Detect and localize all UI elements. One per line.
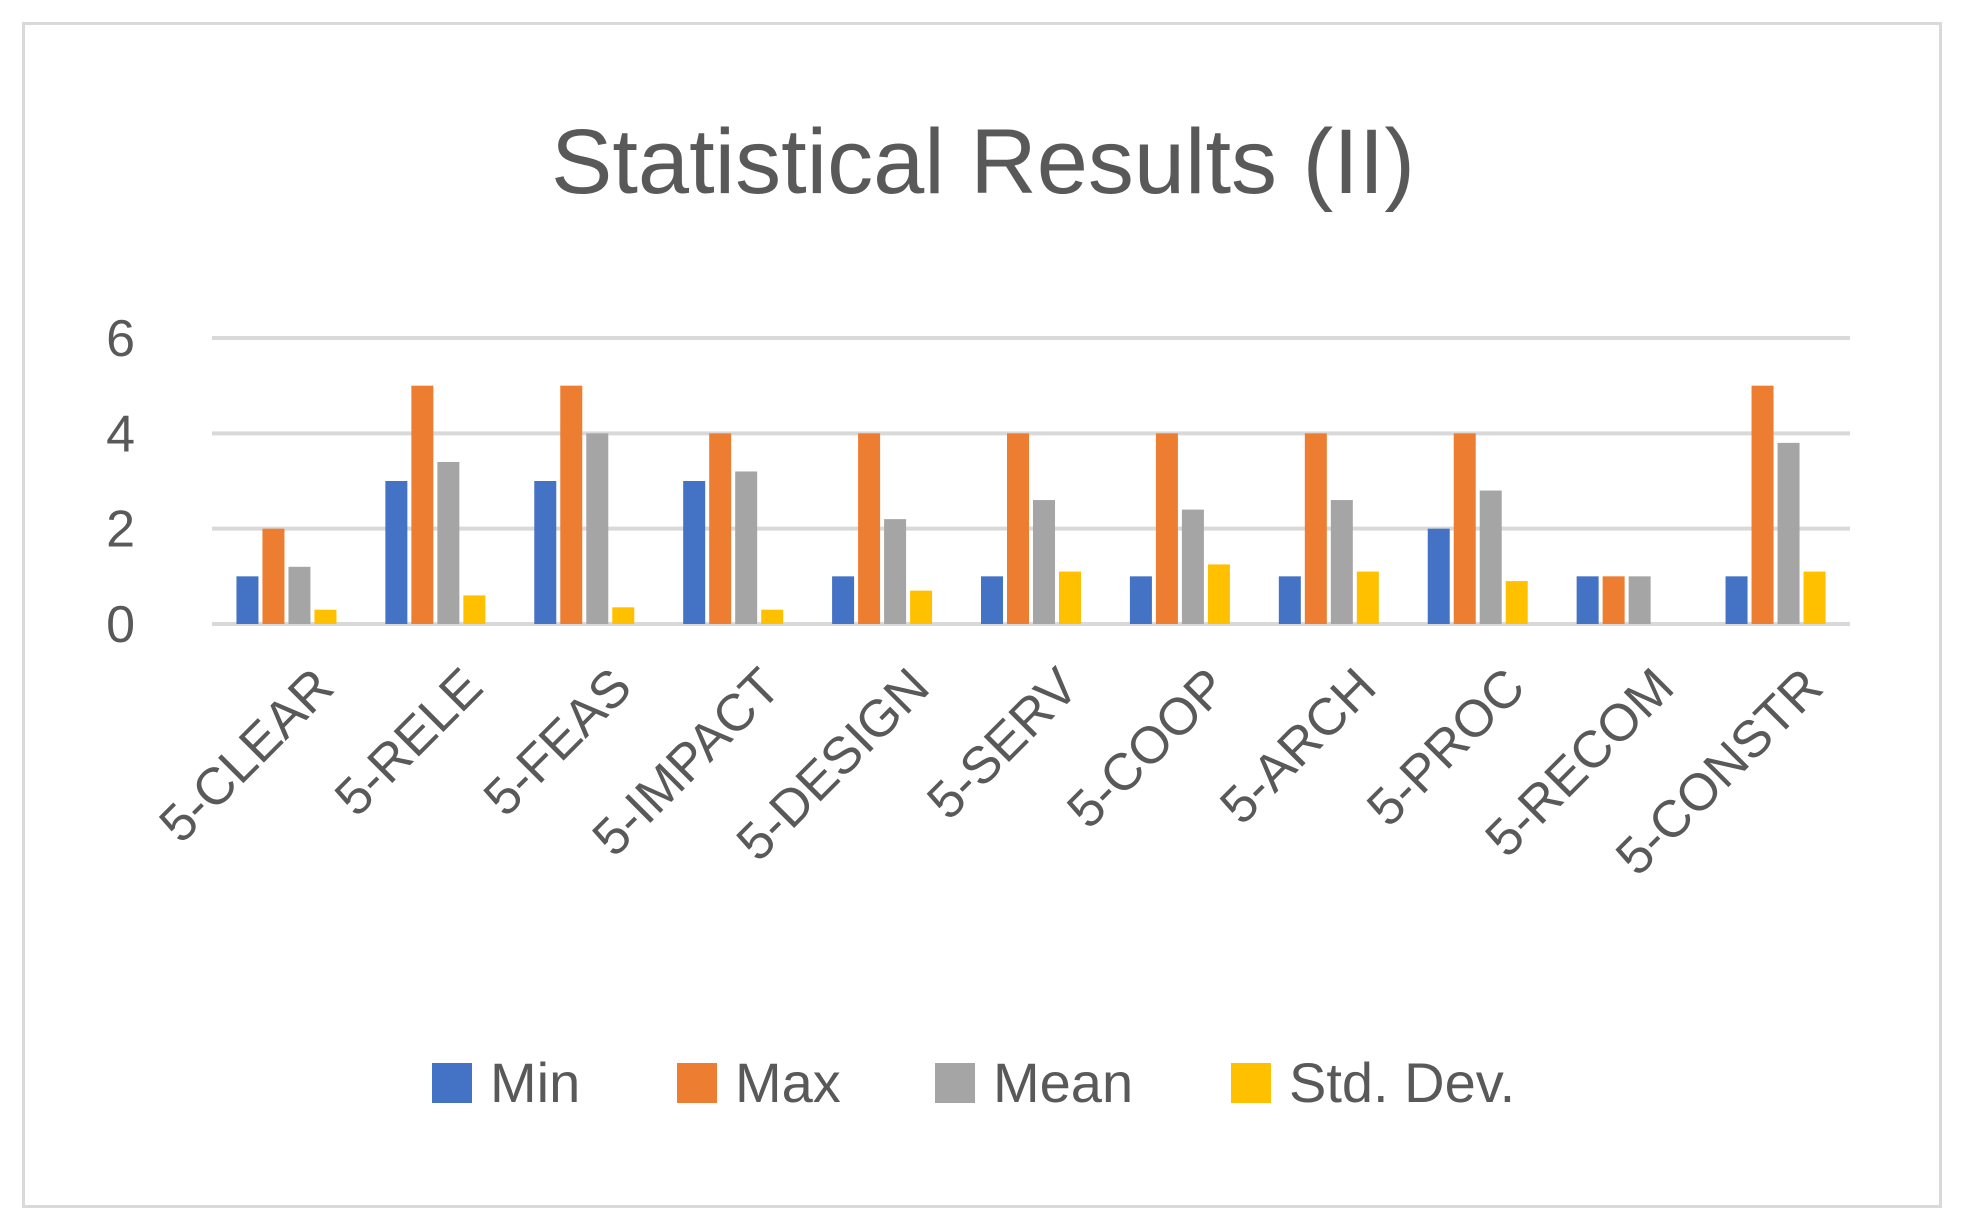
y-tick-label: 2 <box>106 501 135 559</box>
bar-max-5-recom <box>1602 576 1625 624</box>
legend: Min Max Mean Std. Dev. <box>432 1051 1515 1114</box>
bar-std-dev-5-coop <box>1207 564 1230 624</box>
y-tick-label: 6 <box>106 310 135 368</box>
x-tick-label: 5-RELE <box>324 657 494 827</box>
bar-mean-5-constr <box>1777 442 1800 624</box>
bar-mean-5-design <box>884 519 907 624</box>
bar-mean-5-impact <box>735 471 758 624</box>
x-tick-label: 5-ARCH <box>1209 657 1387 835</box>
bar-mean-5-recom <box>1628 576 1651 624</box>
y-tick-label: 0 <box>106 596 135 654</box>
bar-std-dev-5-arch <box>1356 571 1379 624</box>
bar-std-dev-5-feas <box>612 607 635 624</box>
bar-max-5-impact <box>709 433 732 624</box>
bar-max-5-proc <box>1453 433 1476 624</box>
bar-max-5-feas <box>560 385 583 624</box>
bar-max-5-serv <box>1007 433 1029 624</box>
bar-max-5-arch <box>1304 433 1327 624</box>
bar-max-5-design <box>858 433 881 624</box>
legend-swatch <box>432 1063 472 1103</box>
bar-std-dev-5-proc <box>1505 581 1528 624</box>
bar-std-dev-5-impact <box>761 609 784 624</box>
bar-min-5-impact <box>683 481 706 624</box>
bar-mean-5-coop <box>1181 509 1204 624</box>
chart-title: Statistical Results (II) <box>551 111 1415 213</box>
bar-max-5-clear <box>262 528 285 624</box>
bar-mean-5-arch <box>1330 500 1353 624</box>
bar-min-5-constr <box>1725 576 1748 624</box>
y-tick-label: 4 <box>106 405 135 463</box>
bar-std-dev-5-constr <box>1803 571 1826 624</box>
legend-label: Min <box>490 1051 580 1114</box>
bar-mean-5-proc <box>1479 490 1502 624</box>
legend-label: Std. Dev. <box>1289 1051 1515 1114</box>
bar-mean-5-feas <box>586 433 609 624</box>
bar-min-5-clear <box>236 576 259 624</box>
bar-mean-5-clear <box>288 566 311 624</box>
x-axis-ticks: 5-CLEAR5-RELE5-FEAS5-IMPACT5-DESIGN5-SER… <box>149 657 1834 886</box>
bar-std-dev-5-rele <box>463 595 486 624</box>
legend-label: Max <box>735 1051 841 1114</box>
bars <box>236 385 1826 624</box>
legend-swatch <box>1231 1063 1271 1103</box>
bar-min-5-arch <box>1278 576 1301 624</box>
bar-min-5-feas <box>534 481 557 624</box>
legend-swatch <box>677 1063 717 1103</box>
bar-max-5-coop <box>1155 433 1178 624</box>
legend-swatch <box>935 1063 975 1103</box>
bar-mean-5-rele <box>437 461 460 624</box>
x-tick-label: 5-CLEAR <box>149 657 345 853</box>
bar-min-5-proc <box>1427 528 1450 624</box>
bar-min-5-design <box>832 576 855 624</box>
bar-min-5-coop <box>1129 576 1152 624</box>
bar-std-dev-5-clear <box>314 609 337 624</box>
bar-max-5-constr <box>1751 385 1774 624</box>
bar-mean-5-serv <box>1033 500 1055 624</box>
bar-min-5-recom <box>1576 576 1599 624</box>
bar-max-5-rele <box>411 385 434 624</box>
legend-label: Mean <box>993 1051 1133 1114</box>
bar-min-5-rele <box>385 481 408 624</box>
gridlines <box>212 336 1850 626</box>
y-axis-ticks: 0 2 4 6 <box>106 310 135 654</box>
bar-std-dev-5-design <box>910 590 933 624</box>
bar-std-dev-5-serv <box>1059 571 1081 624</box>
bar-min-5-serv <box>981 576 1003 624</box>
x-tick-label: 5-COOP <box>1056 657 1238 839</box>
